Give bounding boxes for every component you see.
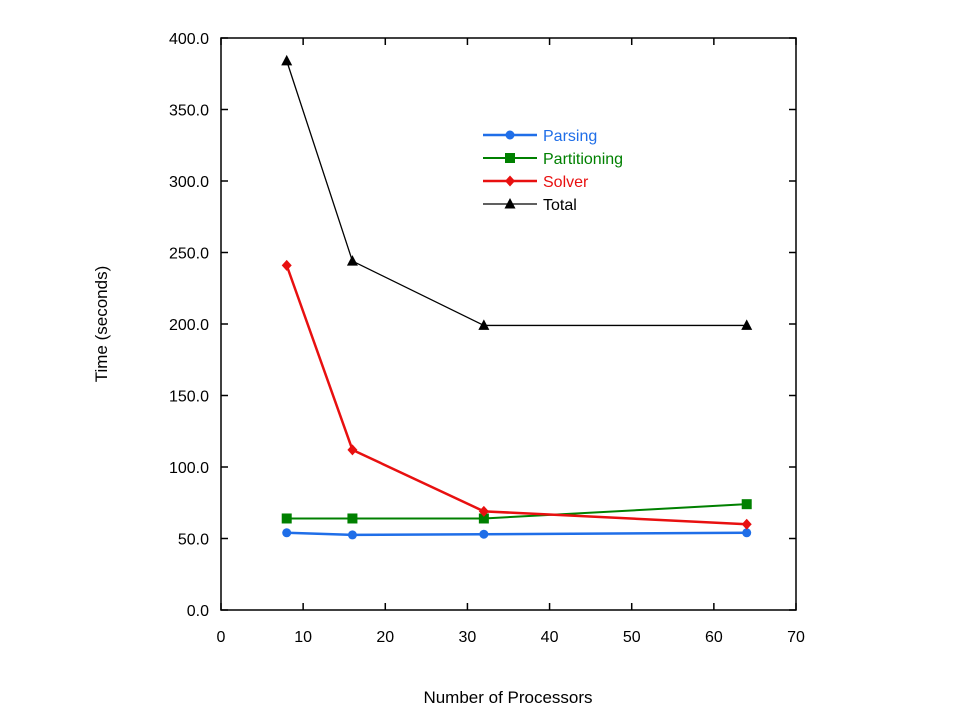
data-point-solver xyxy=(478,505,489,517)
y-tick-label: 250.0 xyxy=(169,246,209,263)
data-point-total xyxy=(281,54,293,66)
y-tick-label: 100.0 xyxy=(169,460,209,477)
y-tick-label: 300.0 xyxy=(169,174,209,191)
data-point-parsing xyxy=(742,528,752,538)
legend-marker xyxy=(505,175,515,187)
legend-marker xyxy=(505,153,515,163)
data-point-partitioning xyxy=(478,513,489,524)
data-point-total xyxy=(478,319,490,330)
x-tick-label: 0 xyxy=(217,629,226,646)
series-partitioning xyxy=(281,499,752,524)
y-tick-label: 0.0 xyxy=(187,603,209,620)
data-point-solver xyxy=(281,259,292,271)
legend-entry-parsing: Parsing xyxy=(483,128,597,145)
y-tick-label: 200.0 xyxy=(169,317,209,334)
y-tick-label: 400.0 xyxy=(169,31,209,48)
x-tick-label: 10 xyxy=(294,629,312,646)
legend-label: Solver xyxy=(543,174,589,191)
series-parsing xyxy=(282,528,752,540)
data-point-total xyxy=(346,255,358,266)
series-layer xyxy=(281,54,753,540)
legend-entry-total: Total xyxy=(483,197,577,214)
y-axis-label: Time (seconds) xyxy=(92,266,111,383)
x-axis-label: Number of Processors xyxy=(423,688,592,707)
x-tick-label: 40 xyxy=(541,629,559,646)
data-point-solver xyxy=(347,444,358,456)
data-point-partitioning xyxy=(347,513,358,524)
data-point-partitioning xyxy=(281,513,292,524)
y-tick-label: 50.0 xyxy=(178,532,209,549)
legend-entry-solver: Solver xyxy=(483,174,589,191)
legend-entry-partitioning: Partitioning xyxy=(483,151,623,168)
legend: Parsing Partitioning Solver Total xyxy=(483,128,623,214)
data-point-parsing xyxy=(347,530,357,540)
series-total xyxy=(281,54,753,330)
legend-marker xyxy=(505,130,515,140)
data-point-partitioning xyxy=(741,499,752,510)
series-line-total xyxy=(286,60,747,327)
data-point-total xyxy=(741,319,753,330)
series-solver xyxy=(281,259,752,530)
data-point-parsing xyxy=(479,529,489,539)
x-tick-label: 20 xyxy=(376,629,394,646)
series-line-partitioning xyxy=(286,503,747,520)
data-point-parsing xyxy=(282,528,292,538)
series-line-solver xyxy=(285,264,747,526)
legend-label: Partitioning xyxy=(543,151,623,168)
x-tick-label: 30 xyxy=(459,629,477,646)
data-point-solver xyxy=(741,518,752,530)
y-tick-label: 150.0 xyxy=(169,389,209,406)
series-line-parsing xyxy=(286,531,747,537)
legend-marker xyxy=(504,198,516,209)
x-tick-label: 60 xyxy=(705,629,723,646)
legend-label: Total xyxy=(543,197,577,214)
x-tick-label: 70 xyxy=(787,629,805,646)
y-tick-label: 350.0 xyxy=(169,103,209,120)
legend-label: Parsing xyxy=(543,128,597,145)
x-tick-label: 50 xyxy=(623,629,641,646)
axis-ticks: 0.050.0100.0150.0200.0250.0300.0350.0400… xyxy=(169,31,805,646)
